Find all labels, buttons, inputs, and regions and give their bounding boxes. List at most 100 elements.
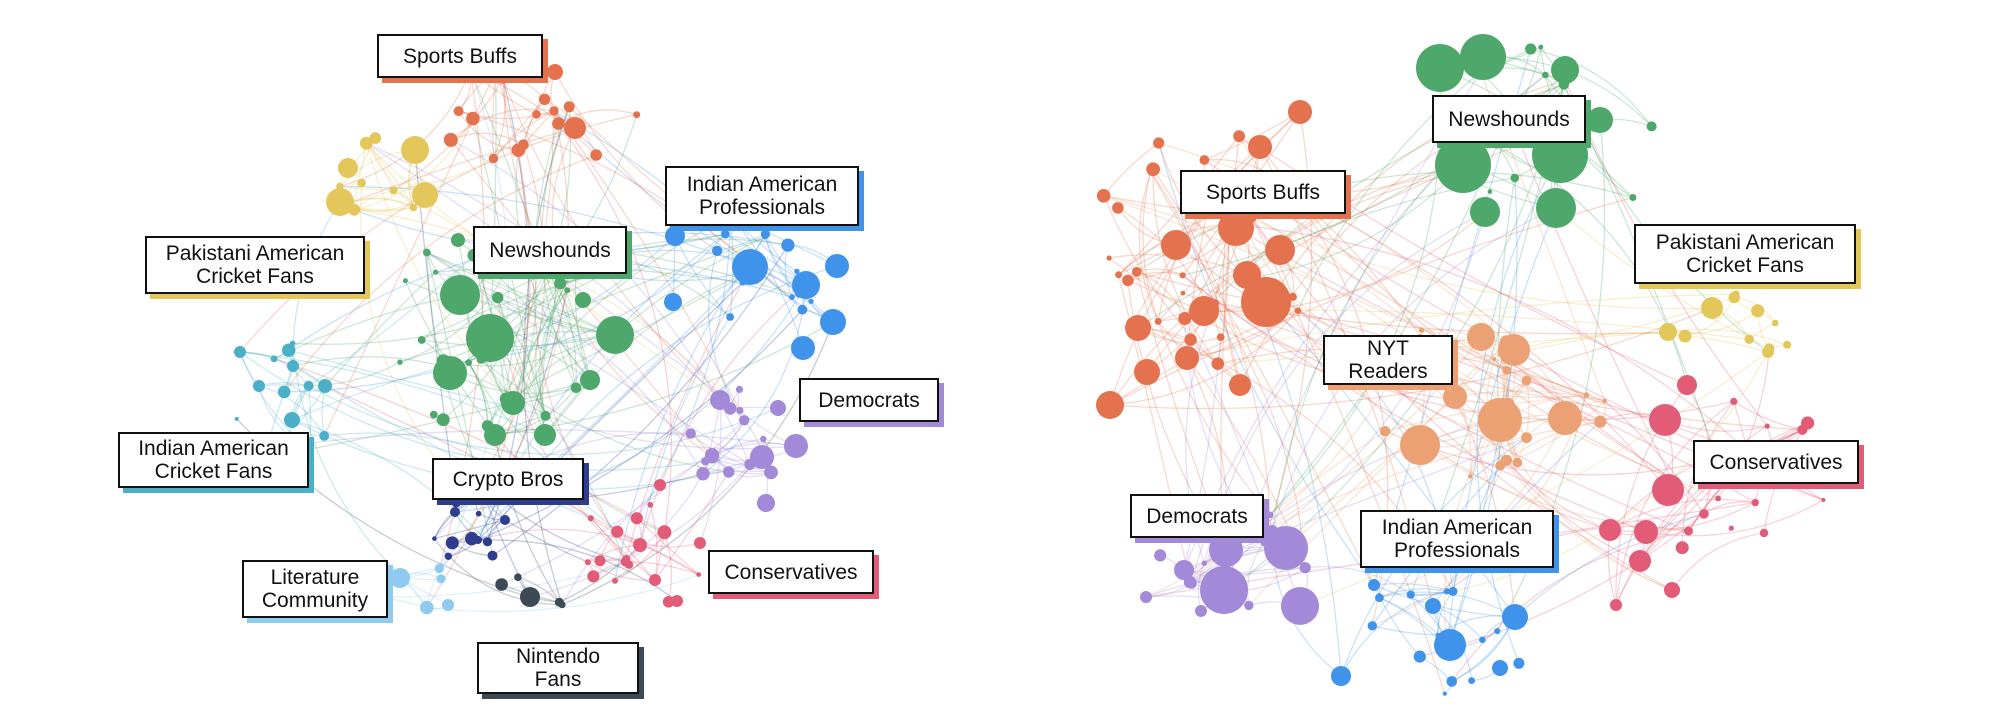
- network-node-sports: [1189, 296, 1219, 326]
- network-node-sports: [552, 117, 565, 130]
- network-node-nyt: [1498, 351, 1505, 358]
- network-edge: [1182, 274, 1647, 533]
- network-edge: [1214, 302, 1306, 568]
- network-node-conservatives: [662, 596, 675, 608]
- network-node-sports: [547, 64, 563, 80]
- network-edge: [1293, 194, 1672, 480]
- network-node-pakistani: [1701, 297, 1723, 319]
- network-node-nintendo: [558, 601, 566, 609]
- network-node-conservatives: [1759, 528, 1769, 538]
- network-node-democrats: [736, 406, 744, 415]
- network-node-literature: [394, 570, 403, 579]
- network-edge: [1432, 421, 1601, 607]
- network-edge: [1158, 142, 1515, 351]
- network-node-democrats: [1186, 578, 1197, 589]
- network-edge: [1421, 329, 1508, 371]
- network-node-crypto: [487, 550, 498, 561]
- network-node-democrats: [1299, 562, 1311, 574]
- network-node-conservatives: [1715, 495, 1721, 502]
- network-node-sports: [633, 111, 641, 119]
- network-edge: [1246, 274, 1342, 677]
- network-node-democrats: [1266, 525, 1279, 537]
- network-edge: [365, 143, 514, 404]
- network-edge: [505, 260, 555, 399]
- network-edge: [614, 236, 766, 581]
- network-node-democrats: [710, 390, 730, 410]
- network-edge: [489, 71, 497, 339]
- network-node-indian-prof: [789, 294, 795, 300]
- network-node-nyt: [1548, 401, 1582, 435]
- network-node-conservatives: [612, 577, 618, 584]
- community-label-conservatives: Conservatives: [708, 550, 874, 594]
- network-edge: [292, 343, 400, 575]
- network-node-indian-prof: [1375, 593, 1384, 603]
- community-label-pakistani-american-cricket-fans: Pakistani American Cricket Fans: [145, 236, 365, 294]
- network-edge: [1109, 172, 1457, 406]
- network-node-indian-prof: [1442, 691, 1447, 696]
- network-node-democrats: [1244, 600, 1254, 611]
- network-node-sports: [1178, 312, 1192, 325]
- network-node-newshounds: [1435, 137, 1491, 193]
- network-edge: [493, 98, 546, 159]
- network-edge: [426, 573, 699, 613]
- network-node-newshounds: [1536, 188, 1576, 228]
- network-edge: [1733, 400, 1803, 431]
- network-node-sports: [466, 111, 480, 126]
- network-node-sports: [1122, 274, 1134, 287]
- network-node-newshounds: [534, 424, 556, 446]
- network-edge: [1505, 459, 1641, 562]
- network-node-pakistani: [1744, 334, 1754, 344]
- network-edge: [1373, 584, 1421, 658]
- network-node-sports: [1154, 317, 1162, 325]
- network-node-newshounds: [1586, 112, 1606, 132]
- network-node-sports: [1233, 261, 1261, 289]
- network-edge: [492, 71, 497, 159]
- network-node-democrats: [1154, 549, 1167, 562]
- community-label-democrats: Democrats: [1130, 494, 1264, 538]
- network-node-indian-prof: [721, 229, 730, 239]
- network-edge: [477, 290, 568, 541]
- network-node-newshounds: [466, 314, 514, 362]
- network-node-pakistani: [369, 132, 382, 144]
- community-label-indian-american-professionals: Indian American Professionals: [665, 166, 859, 226]
- network-node-newshounds: [575, 292, 591, 308]
- network-node-newshounds: [436, 413, 450, 427]
- network-node-indian-prof: [1406, 590, 1415, 599]
- network-edge: [1246, 274, 1516, 618]
- network-edge: [468, 362, 489, 426]
- network-node-sports: [1179, 272, 1186, 279]
- network-node-nyt: [1477, 419, 1484, 425]
- network-node-nyt: [1583, 392, 1590, 398]
- network-node-pakistani: [412, 182, 438, 208]
- network-node-newshounds: [1629, 194, 1637, 201]
- network-edge: [450, 108, 555, 141]
- network-node-indian-prof: [1443, 588, 1451, 595]
- network-edge: [1495, 414, 1673, 591]
- network-node-nyt: [1521, 375, 1532, 386]
- network-node-conservatives: [1652, 474, 1684, 506]
- network-edge: [1514, 513, 1705, 618]
- network-node-democrats: [705, 449, 719, 464]
- network-edge: [625, 561, 699, 576]
- network-edge: [494, 434, 560, 603]
- network-node-conservatives: [1684, 526, 1693, 536]
- network-node-pakistani: [338, 158, 358, 178]
- network-node-sports: [1233, 130, 1245, 143]
- network-node-crypto: [500, 515, 510, 525]
- network-node-conservatives: [1728, 525, 1734, 531]
- network-node-indian-prof: [1479, 636, 1486, 644]
- network-node-indian-prof: [825, 254, 849, 278]
- network-graph-left: Sports Buffs Pakistani American Cricket …: [118, 34, 939, 694]
- network-node-pakistani: [389, 186, 398, 195]
- network-node-literature: [442, 599, 454, 611]
- network-node-conservatives: [1730, 397, 1738, 405]
- network-node-sports: [1126, 317, 1140, 331]
- network-node-sports: [1288, 292, 1297, 301]
- network-edge: [458, 110, 758, 270]
- network-edge: [1138, 171, 1159, 322]
- network-edge: [1609, 498, 1756, 531]
- network-node-sports: [453, 106, 464, 117]
- network-node-pakistani: [359, 136, 373, 150]
- network-node-indian-prof: [781, 238, 795, 252]
- network-node-nyt: [1502, 365, 1511, 375]
